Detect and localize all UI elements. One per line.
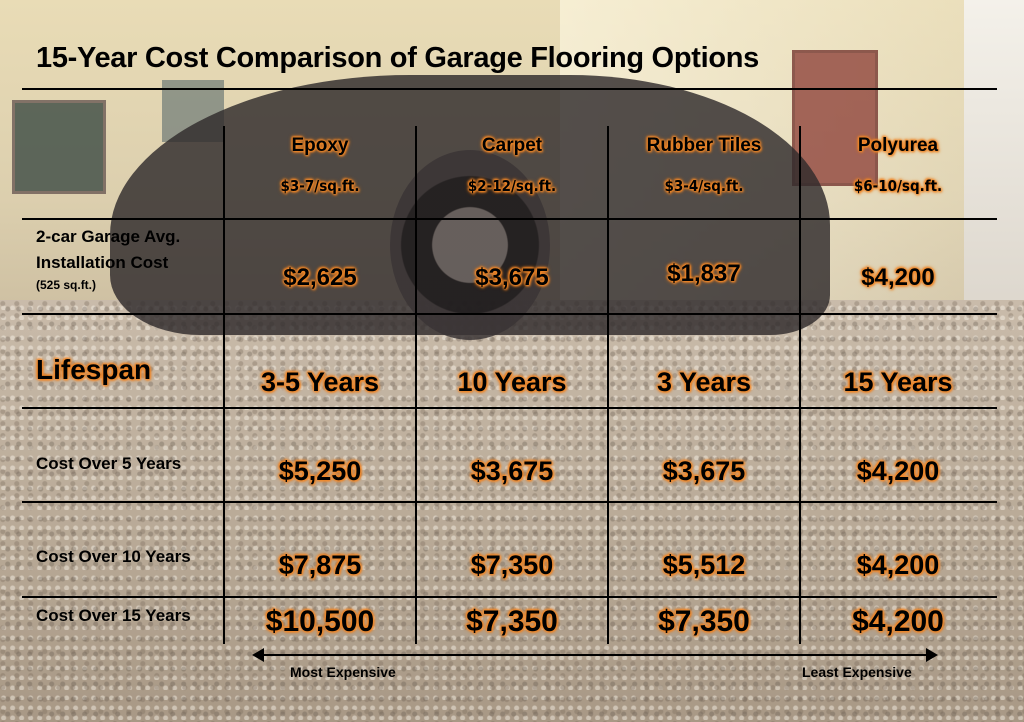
cell-value: $3,675	[662, 455, 746, 486]
column-header-price: $6-10/sq.ft.	[801, 172, 995, 200]
table-cell: 10 Years	[417, 362, 607, 402]
cost-scale-arrow	[258, 654, 930, 656]
column-header-price: $3-4/sq.ft.	[609, 172, 799, 200]
row-label-cost-5-years: Cost Over 5 Years	[36, 454, 182, 473]
row-divider	[22, 313, 997, 315]
table-cell: 15 Years	[801, 362, 995, 402]
cell-value: $7,350	[466, 605, 558, 638]
header-rubber-tiles: Rubber Tiles	[646, 135, 762, 156]
cell-value: $2,625	[283, 264, 357, 291]
cell-value: $1,837	[667, 260, 741, 287]
table-cell: $5,512	[609, 545, 799, 585]
cell-value: $7,875	[278, 549, 362, 580]
cell-value: $4,200	[852, 605, 944, 638]
cell-value: $4,200	[856, 549, 940, 580]
cell-value: $3,675	[475, 264, 549, 291]
cell-value: $3,675	[470, 455, 554, 486]
cell-value: 3-5 Years	[260, 366, 380, 397]
table-cell: $3,675	[417, 258, 607, 298]
column-divider	[799, 126, 801, 644]
cell-value: $7,350	[470, 549, 554, 580]
table-cell: $4,200	[801, 602, 995, 642]
row-label-line: 2-car Garage Avg.	[36, 227, 181, 246]
table-cell: $5,250	[225, 451, 415, 491]
table-cell: $7,350	[417, 545, 607, 585]
wall-poster	[12, 100, 106, 194]
cell-value: $4,200	[856, 455, 940, 486]
row-label-note: (525 sq.ft.)	[36, 278, 97, 292]
table-cell: $2,625	[225, 258, 415, 298]
arrow-right-icon	[926, 648, 938, 662]
row-label-line: Installation Cost	[36, 253, 169, 272]
column-divider	[223, 126, 225, 644]
row-divider	[22, 501, 997, 503]
row-label-cost-15-years: Cost Over 15 Years	[36, 606, 191, 625]
row-divider	[22, 596, 997, 598]
column-divider	[607, 126, 609, 644]
table-cell: $3,675	[609, 451, 799, 491]
header-carpet: Carpet	[481, 135, 543, 156]
cell-value: 10 Years	[457, 366, 567, 397]
column-header-price: $3-7/sq.ft.	[225, 172, 415, 200]
cell-value: $7,350	[658, 605, 750, 638]
column-header-name: Polyurea	[801, 132, 995, 160]
column-header-name: Epoxy	[225, 132, 415, 160]
price-epoxy: $3-7/sq.ft.	[280, 177, 360, 195]
row-divider	[22, 407, 997, 409]
window	[964, 0, 1024, 320]
cell-value: $4,200	[861, 264, 935, 291]
row-label-installation-cost: 2-car Garage Avg. Installation Cost (525…	[36, 224, 180, 294]
column-header-price: $2-12/sq.ft.	[417, 172, 607, 200]
cell-value: $5,250	[278, 455, 362, 486]
table-cell: $4,200	[801, 451, 995, 491]
header-epoxy: Epoxy	[291, 135, 349, 156]
table-cell: 3 Years	[609, 362, 799, 402]
column-header-name: Carpet	[417, 132, 607, 160]
table-cell: 3-5 Years	[225, 362, 415, 402]
most-expensive-label: Most Expensive	[290, 664, 396, 680]
cell-value: $5,512	[662, 549, 746, 580]
row-label-lifespan: Lifespan	[36, 354, 152, 385]
chart-title: 15-Year Cost Comparison of Garage Floori…	[36, 42, 759, 74]
column-divider	[415, 126, 417, 644]
cell-value: 15 Years	[843, 366, 953, 397]
wall-poster	[792, 50, 878, 186]
table-cell: $4,200	[801, 258, 995, 298]
row-divider	[22, 218, 997, 220]
title-rule	[22, 88, 997, 90]
carpet-floor	[0, 300, 1024, 722]
price-polyurea: $6-10/sq.ft.	[853, 177, 943, 195]
table-cell: $4,200	[801, 545, 995, 585]
table-cell: $7,875	[225, 545, 415, 585]
column-header-name: Rubber Tiles	[609, 132, 799, 160]
cell-value: $10,500	[265, 605, 375, 638]
row-label-cost-10-years: Cost Over 10 Years	[36, 547, 191, 566]
table-cell: $3,675	[417, 451, 607, 491]
table-cell: $7,350	[609, 602, 799, 642]
price-carpet: $2-12/sq.ft.	[467, 177, 557, 195]
arrow-left-icon	[252, 648, 264, 662]
table-cell: $10,500	[225, 602, 415, 642]
price-rubber-tiles: $3-4/sq.ft.	[664, 177, 744, 195]
table-cell: $7,350	[417, 602, 607, 642]
header-polyurea: Polyurea	[857, 135, 939, 156]
least-expensive-label: Least Expensive	[802, 664, 912, 680]
cell-value: 3 Years	[656, 366, 752, 397]
table-cell: $1,837	[609, 254, 799, 294]
